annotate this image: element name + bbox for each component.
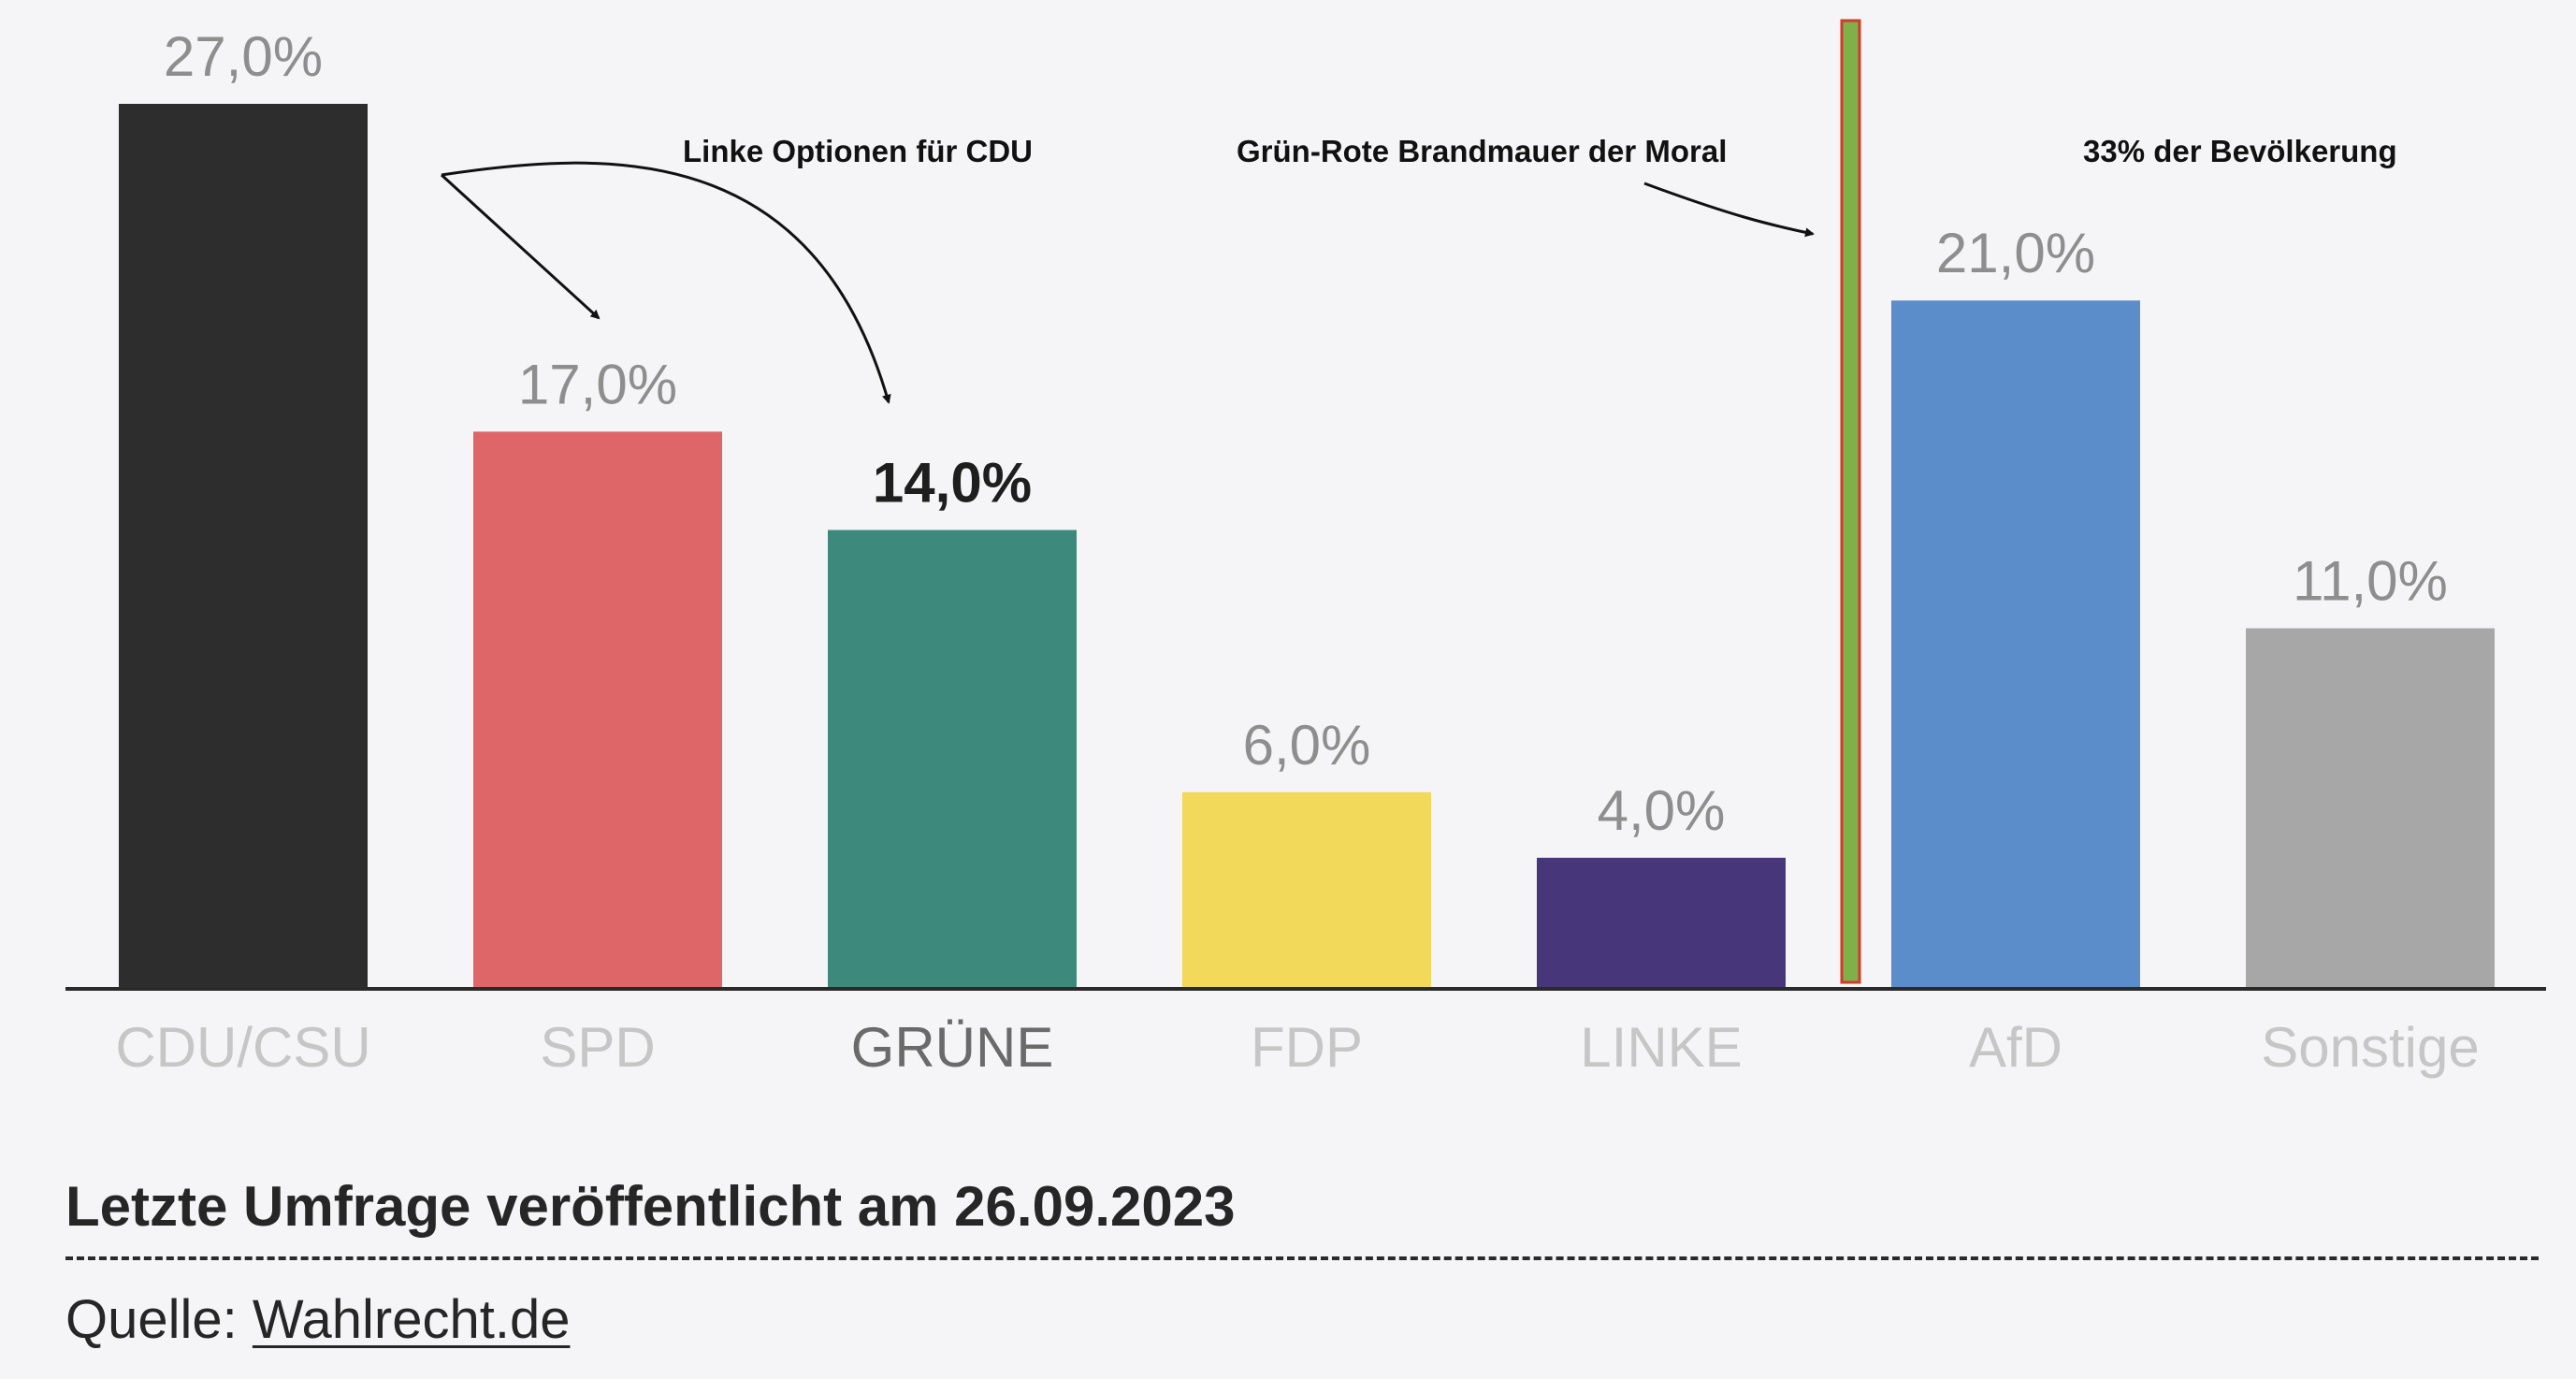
category-label-spd: SPD [540,1016,655,1079]
category-label-sonstige: Sonstige [2261,1016,2480,1079]
annotation-left-options: Linke Optionen für CDU [683,134,1033,168]
firewall-divider [1840,19,1861,984]
bar-cdu-csu [119,104,368,989]
arrow-to-divider [1643,181,1815,238]
category-label-fdp: FDP [1251,1016,1363,1079]
value-label-linke: 4,0% [1598,779,1726,842]
category-label-gr-ne: GRÜNE [851,1016,1054,1079]
bar-fdp [1182,791,1431,989]
bar-spd [473,431,722,989]
bar-sonstige [2246,628,2495,989]
annotation-firewall: Grün-Rote Brandmauer der Moral [1237,134,1727,168]
value-label-gr-ne: 14,0% [873,451,1032,514]
category-label-linke: LINKE [1580,1016,1742,1079]
bar-linke [1537,857,1786,989]
annotation-population-share: 33% der Bevölkerung [2083,134,2397,168]
category-label-cdu-csu: CDU/CSU [115,1016,370,1079]
value-label-cdu-csu: 27,0% [164,25,323,88]
footer-title: Letzte Umfrage veröffentlicht am 26.09.2… [65,1175,1236,1238]
bar-gr-ne [828,530,1077,989]
value-label-sonstige: 11,0% [2293,550,2448,613]
value-label-afd: 21,0% [1936,222,2095,284]
arrow-to-spd [440,173,601,320]
value-label-spd: 17,0% [518,353,677,415]
arrow-to-gruene [441,161,891,404]
poll-bar-chart: 27,0% 17,0% 14,0% 6,0% 4,0% 21,0% 11,0% CDU/CS… [65,19,2546,1079]
footer-source: Quelle: Wahlrecht.de [65,1288,570,1351]
value-label-fdp: 6,0% [1243,714,1371,777]
bar-afd [1891,300,2140,989]
source-prefix: Quelle: [65,1289,253,1350]
category-label-afd: AfD [1969,1016,2062,1079]
source-link[interactable]: Wahlrecht.de [252,1289,571,1350]
footer-divider [65,1256,2539,1260]
